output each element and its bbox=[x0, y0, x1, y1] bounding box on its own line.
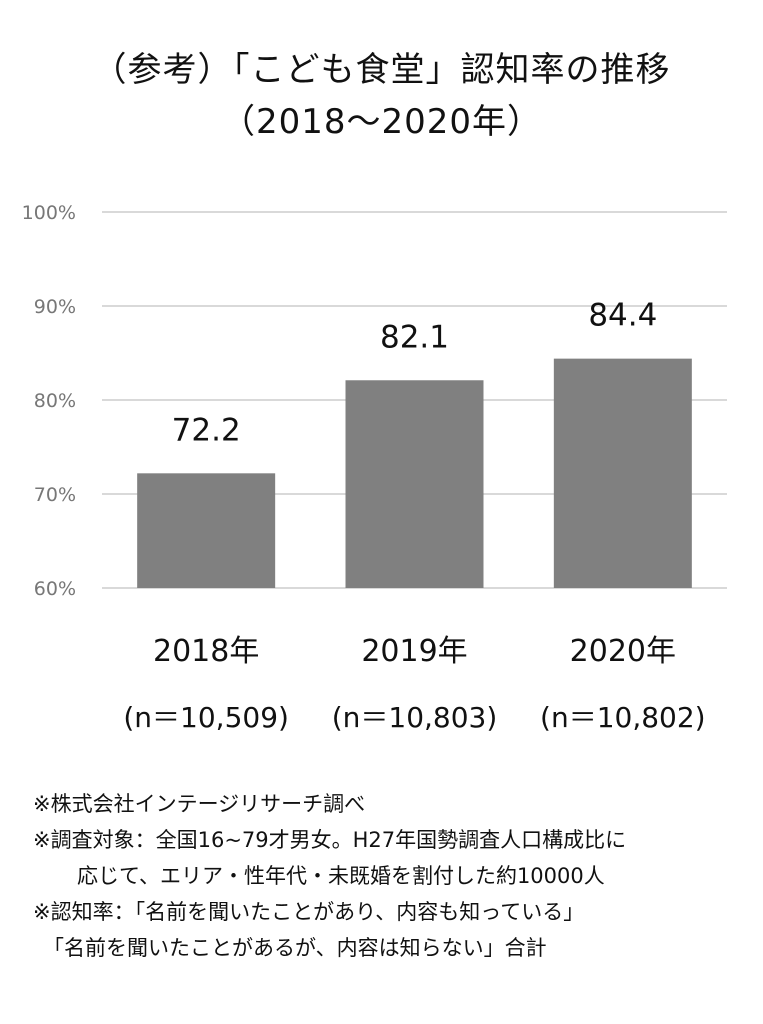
chart-subtitle: （2018～2020年） bbox=[220, 102, 543, 142]
bar bbox=[345, 380, 484, 588]
y-tick-label: 70% bbox=[34, 484, 76, 506]
y-tick-label: 90% bbox=[34, 296, 76, 318]
y-tick-label: 80% bbox=[34, 390, 76, 412]
bar bbox=[553, 358, 692, 588]
y-tick-label: 60% bbox=[34, 578, 76, 600]
x-tick-label: 2019年 bbox=[361, 634, 467, 669]
footnote-target-cont: 応じて、エリア・性年代・未既婚を割付した約10000人 bbox=[77, 864, 605, 888]
data-label: 72.2 bbox=[172, 412, 241, 448]
bar bbox=[137, 473, 276, 588]
bar-chart: 60% 70% 80% 90% 100% 72.2 2018年 (n＝10,509) 82.1 2… bbox=[22, 202, 727, 734]
y-tick-label: 100% bbox=[22, 202, 76, 224]
sample-size-label: (n＝10,803) bbox=[332, 701, 498, 734]
footnote-definition-cont: 「名前を聞いたことがあるが、内容は知らない」合計 bbox=[43, 936, 547, 960]
chart-title: （参考）「こども食堂」認知率の推移 bbox=[92, 50, 671, 90]
footnote-target: ※調査対象：全国16~79才男女。H27年国勢調査人口構成比に bbox=[33, 828, 627, 852]
footnotes: ※株式会社インテージリサーチ調べ ※調査対象：全国16~79才男女。H27年国勢… bbox=[33, 786, 753, 966]
sample-size-label: (n＝10,509) bbox=[123, 701, 289, 734]
x-tick-label: 2018年 bbox=[153, 634, 259, 669]
x-tick-label: 2020年 bbox=[570, 634, 676, 669]
footnote-source: ※株式会社インテージリサーチ調べ bbox=[33, 792, 366, 816]
sample-size-label: (n＝10,802) bbox=[540, 701, 706, 734]
data-label: 82.1 bbox=[380, 319, 449, 355]
footnote-definition: ※認知率：「名前を聞いたことがあり、内容も知っている」 bbox=[33, 900, 585, 924]
data-label: 84.4 bbox=[588, 298, 657, 334]
